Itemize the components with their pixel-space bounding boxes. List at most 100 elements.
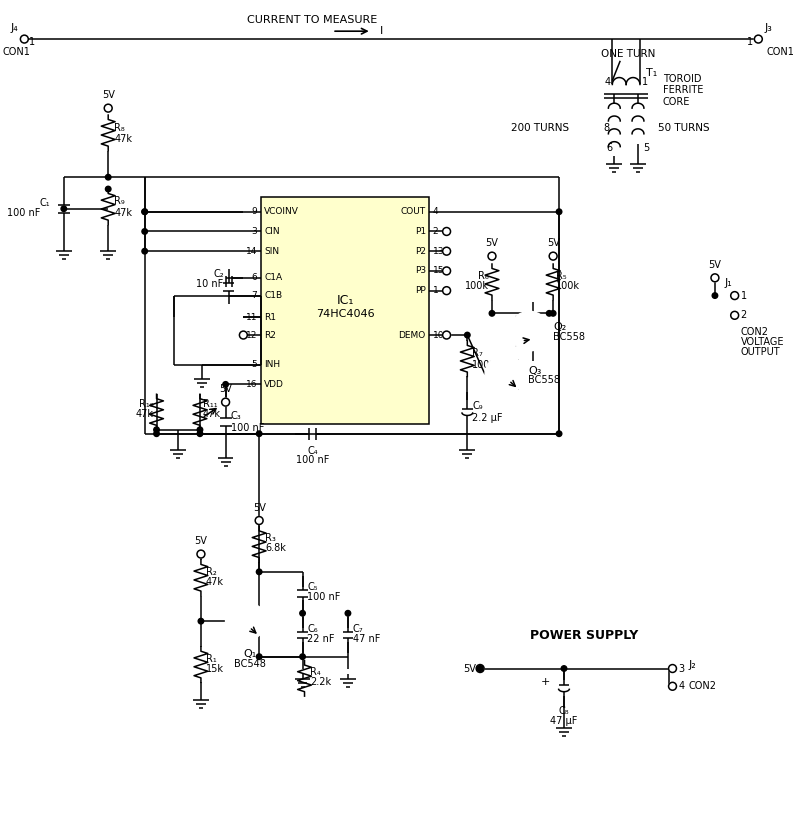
Circle shape [106,186,111,192]
Text: DEMO: DEMO [398,330,426,339]
Circle shape [142,229,147,234]
Circle shape [300,611,306,616]
Text: 15: 15 [433,266,444,275]
Circle shape [154,427,159,433]
Text: R₁₀: R₁₀ [139,399,154,409]
Circle shape [255,517,263,524]
Text: 2: 2 [433,227,438,236]
Text: 47k: 47k [203,409,221,419]
Text: 200 TURNS: 200 TURNS [511,123,569,133]
Circle shape [478,666,483,672]
Text: 100 nF: 100 nF [296,456,329,466]
Text: TOROID: TOROID [662,73,701,83]
Text: 5V: 5V [219,384,232,394]
Text: VOLTAGE: VOLTAGE [741,337,784,347]
Text: 11: 11 [246,313,257,322]
Text: FERRITE: FERRITE [662,86,703,96]
Circle shape [442,227,450,236]
Circle shape [442,331,450,339]
Text: R₄: R₄ [310,667,321,677]
Text: 22 nF: 22 nF [307,634,335,644]
Circle shape [442,267,450,275]
Text: J₂: J₂ [688,659,696,670]
Text: 14: 14 [246,246,257,255]
Text: P3: P3 [414,266,426,275]
Text: CON2: CON2 [741,327,769,337]
Text: 2.2k: 2.2k [310,677,331,687]
Text: T₁: T₁ [646,68,657,77]
Circle shape [730,292,738,300]
Text: CORE: CORE [662,97,690,107]
Circle shape [730,311,738,319]
Text: R₈: R₈ [114,123,125,133]
Text: 5V: 5V [463,663,476,673]
Text: R₅: R₅ [556,271,566,281]
Text: 74HC4046: 74HC4046 [316,309,374,320]
Text: 100 nF: 100 nF [230,423,264,433]
Text: 47k: 47k [206,577,224,587]
Text: J₁: J₁ [725,278,733,288]
Text: CIN: CIN [264,227,280,236]
Text: 3: 3 [251,227,257,236]
Text: P1: P1 [414,227,426,236]
Text: 4: 4 [604,77,610,87]
Text: 7: 7 [251,291,257,300]
Text: 15k: 15k [206,663,224,673]
Text: C₄: C₄ [307,446,318,456]
Text: 6.8k: 6.8k [265,543,286,553]
Text: POWER SUPPLY: POWER SUPPLY [530,630,638,643]
Text: 2: 2 [741,311,747,321]
Text: C₅: C₅ [307,582,318,592]
Text: 5V: 5V [546,238,559,248]
Circle shape [197,427,202,433]
Text: 3: 3 [678,663,685,673]
Text: 1: 1 [30,37,35,47]
Circle shape [754,35,762,43]
Circle shape [712,293,718,298]
Text: 1: 1 [642,77,648,87]
Circle shape [490,311,494,316]
Text: R₃: R₃ [265,533,276,543]
Text: 16: 16 [246,380,257,389]
Text: R₁: R₁ [206,653,217,663]
Text: C₆: C₆ [307,624,318,634]
Text: PP: PP [415,286,426,295]
Text: R₇: R₇ [472,348,483,358]
Text: C₂: C₂ [213,269,224,279]
Circle shape [256,569,262,574]
Text: VCOINV: VCOINV [264,207,299,216]
Text: BC558: BC558 [529,376,561,386]
Text: 8: 8 [603,123,610,133]
Text: I: I [379,26,382,36]
Circle shape [549,252,557,260]
Text: J₄: J₄ [10,23,18,33]
Circle shape [106,175,111,180]
Text: BC548: BC548 [234,658,266,668]
Circle shape [488,252,496,260]
Text: 13: 13 [433,246,444,255]
Circle shape [198,618,204,624]
Circle shape [223,382,228,387]
Text: ONE TURN: ONE TURN [601,49,655,59]
Circle shape [442,247,450,255]
Text: Q₃: Q₃ [529,366,542,376]
Text: 47k: 47k [114,208,132,218]
Text: 2.2 μF: 2.2 μF [472,413,502,423]
Circle shape [154,431,159,437]
Circle shape [556,209,562,214]
Circle shape [669,682,677,691]
Text: R1: R1 [264,313,276,322]
Text: CURRENT TO MEASURE: CURRENT TO MEASURE [247,16,378,26]
Circle shape [222,398,230,406]
Circle shape [711,274,719,282]
Circle shape [546,311,552,316]
Text: 10 nF: 10 nF [196,279,224,288]
Circle shape [142,209,147,214]
Circle shape [442,287,450,295]
Circle shape [226,602,265,641]
Circle shape [20,35,28,43]
Text: CON1: CON1 [766,47,794,57]
Text: 5V: 5V [102,91,114,101]
Text: 1: 1 [741,291,746,301]
Circle shape [510,311,549,351]
